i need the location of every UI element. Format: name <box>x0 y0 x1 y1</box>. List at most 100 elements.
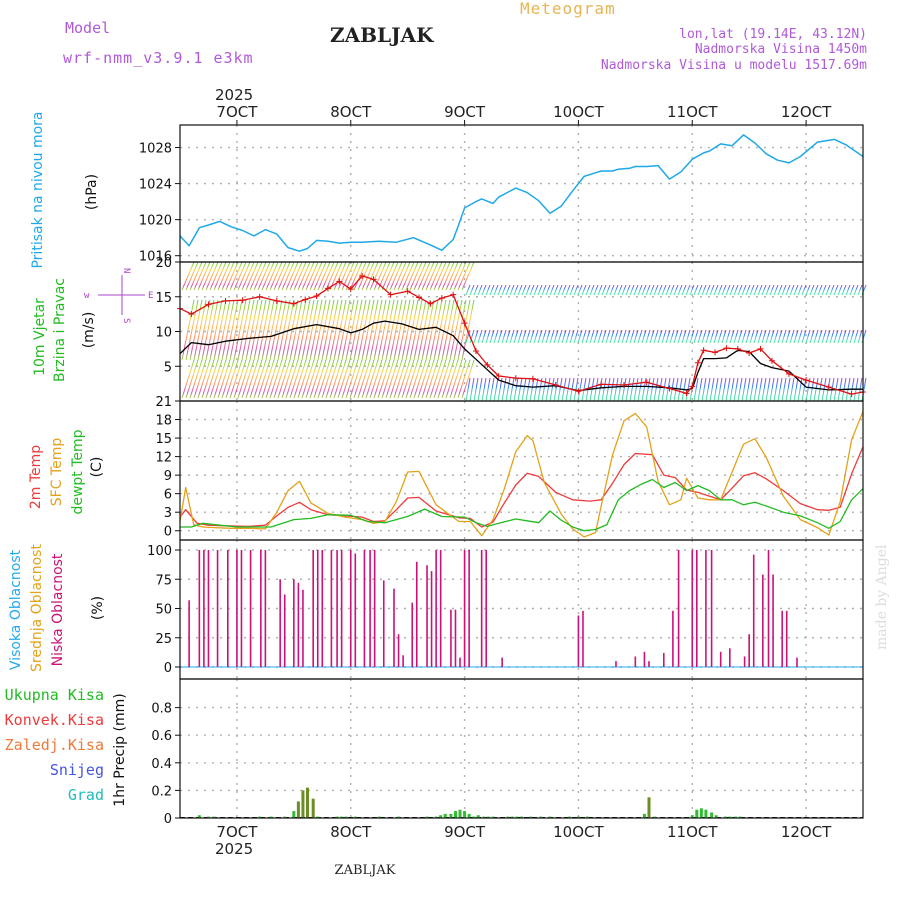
wind-barb <box>661 377 667 402</box>
precip-bar <box>344 816 348 818</box>
hail-label: Grad <box>68 786 104 804</box>
freezing-precip-label: Zaledj.Kisa <box>5 736 104 754</box>
wind-barb <box>525 329 531 344</box>
wind-barb <box>193 261 207 291</box>
gust-marker <box>188 311 195 318</box>
wind-barb <box>657 377 663 402</box>
wind-barb <box>821 329 827 344</box>
wind-barb <box>473 284 479 296</box>
wind-barb <box>513 377 519 402</box>
wind-barb <box>325 359 339 399</box>
wind-barb <box>397 359 411 399</box>
wind-barb <box>257 359 271 399</box>
wind-barb <box>677 329 683 344</box>
wind-barb <box>333 299 347 361</box>
wind-barb <box>565 329 571 344</box>
wind-barb <box>229 359 243 399</box>
precip-bar <box>690 815 694 818</box>
precip-bar <box>714 815 718 818</box>
gust-marker <box>512 375 519 382</box>
wind-barb <box>657 284 663 296</box>
wind-barb <box>493 284 499 296</box>
wind-barb <box>269 299 283 361</box>
wind-barb <box>685 284 691 296</box>
gust-marker <box>313 293 320 300</box>
wind-barb <box>537 377 543 402</box>
wind-barb <box>417 359 431 399</box>
wind-barb <box>733 284 739 296</box>
wind-barb <box>777 329 783 344</box>
wind-barb <box>417 299 431 361</box>
y-tick-label: 3 <box>164 506 172 521</box>
wind-barb <box>289 359 303 399</box>
wind-barb <box>413 299 427 361</box>
wind-barb <box>785 377 791 402</box>
wind-barb <box>289 261 303 291</box>
wind-barb <box>545 284 551 296</box>
wind-barb <box>213 261 227 291</box>
wind-barb <box>333 359 347 399</box>
panel-frame <box>179 539 864 680</box>
y-tick-label: 10 <box>155 326 172 341</box>
wind-barb <box>845 329 851 344</box>
wind-barb <box>369 359 383 399</box>
wind-barb <box>521 377 527 402</box>
wind-barb <box>505 377 511 402</box>
wind-barb <box>301 261 315 291</box>
pressure-unit: (hPa) <box>84 174 100 210</box>
precip-bar <box>340 816 344 818</box>
precip-bar <box>576 816 580 818</box>
wind-barb <box>745 329 751 344</box>
wind-barb <box>749 377 755 402</box>
precip-unit: 1hr Precip (mm) <box>112 693 128 806</box>
wind-barb <box>253 261 267 291</box>
precip-bar <box>335 816 339 818</box>
wind-barb <box>361 359 375 399</box>
wind-label-1: 10m Vjetar <box>32 298 48 376</box>
wind-barb <box>237 299 251 361</box>
wind-barb <box>357 299 371 361</box>
wind-barb <box>633 377 639 402</box>
y-tick-label: 9 <box>164 469 172 484</box>
wind-barb <box>237 359 251 399</box>
precip-bar <box>353 816 357 818</box>
wind-barb <box>361 299 375 361</box>
wind-barb <box>493 329 499 344</box>
wind-barb <box>729 284 735 296</box>
panel-frame <box>179 678 864 819</box>
panel-0: 1016 1020 1024 1028 <box>139 125 863 265</box>
wind-barb <box>317 261 331 291</box>
wind-barb <box>421 261 435 291</box>
wind-barb <box>745 377 751 402</box>
wind-barb <box>737 377 743 402</box>
gust-marker <box>256 293 263 300</box>
wind-barb <box>765 284 771 296</box>
y-tick-label: 75 <box>155 573 172 588</box>
wind-barb <box>265 261 279 291</box>
wind-barb <box>713 377 719 402</box>
y-tick-label: 1020 <box>139 214 172 229</box>
wind-barb <box>837 284 843 296</box>
time-tick-label: 8OCT <box>330 103 372 121</box>
wind-barb <box>509 284 515 296</box>
panels-layer: 1016 1020 1024 1028 5 10 15 20 0 3 6 9 12 15 18 21 0 25 50… <box>139 124 867 827</box>
wind-barb <box>473 377 479 402</box>
wind-barb <box>609 377 615 402</box>
wind-barb <box>669 329 675 344</box>
precip-bar <box>647 797 651 818</box>
wind-barb <box>265 299 279 361</box>
wind-barb <box>349 359 363 399</box>
y-tick-label: 15 <box>155 291 172 306</box>
mid-cloud-label: Srednja Oblacnost <box>29 544 45 672</box>
wind-barb <box>309 359 323 399</box>
precip-bar <box>258 816 262 818</box>
wind-barb <box>365 299 379 361</box>
wind-barb <box>389 261 403 291</box>
total-precip-label: Ukupna Kisa <box>5 686 104 704</box>
wind-barb <box>533 284 539 296</box>
wind-barb <box>345 359 359 399</box>
wind-barb <box>273 261 287 291</box>
wind-barb <box>581 284 587 296</box>
gust-marker <box>552 382 559 389</box>
wind-barb <box>621 284 627 296</box>
